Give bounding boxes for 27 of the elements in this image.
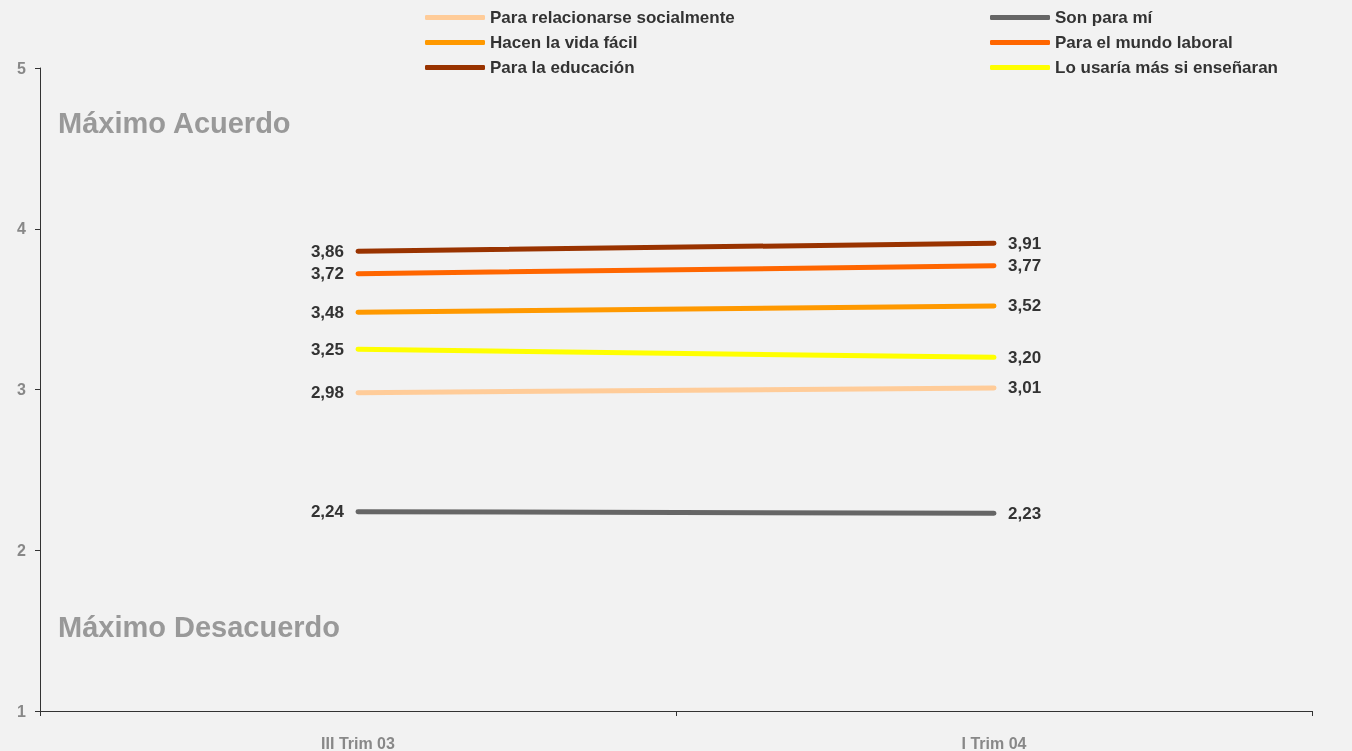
data-label: 3,48 xyxy=(310,302,344,322)
annotation: Máximo Acuerdo xyxy=(58,106,291,139)
data-label: 2,23 xyxy=(1008,503,1042,523)
y-tick-label: 3 xyxy=(17,381,27,398)
data-label: 3,52 xyxy=(1008,296,1042,316)
y-tick-label: 2 xyxy=(17,541,27,559)
y-tick-label: 5 xyxy=(17,59,27,77)
data-label: 3,25 xyxy=(310,339,344,359)
y-tick-label: 1 xyxy=(17,702,27,720)
data-label: 3,91 xyxy=(1008,233,1042,253)
data-label: 3,72 xyxy=(310,264,344,284)
legend-label: Para el mundo laboral xyxy=(1055,33,1233,52)
x-tick-label: I Trim 04 xyxy=(961,734,1027,751)
data-label: 3,01 xyxy=(1008,378,1042,398)
data-label: 3,77 xyxy=(1008,256,1042,276)
annotation: Máximo Desacuerdo xyxy=(58,610,341,643)
data-label: 3,86 xyxy=(310,241,344,261)
legend-label: Para la educación xyxy=(490,58,635,77)
legend-label: Para relacionarse socialmente xyxy=(490,8,735,27)
legend-label: Lo usaría más si enseñaran xyxy=(1055,58,1278,77)
x-tick-label: III Trim 03 xyxy=(321,734,396,751)
data-label: 2,24 xyxy=(310,502,345,522)
legend-label: Son para mí xyxy=(1055,8,1154,27)
y-tick-label: 4 xyxy=(17,220,27,238)
data-label: 3,20 xyxy=(1008,347,1042,367)
data-label: 2,98 xyxy=(310,383,344,403)
legend-label: Hacen la vida fácil xyxy=(490,33,638,52)
